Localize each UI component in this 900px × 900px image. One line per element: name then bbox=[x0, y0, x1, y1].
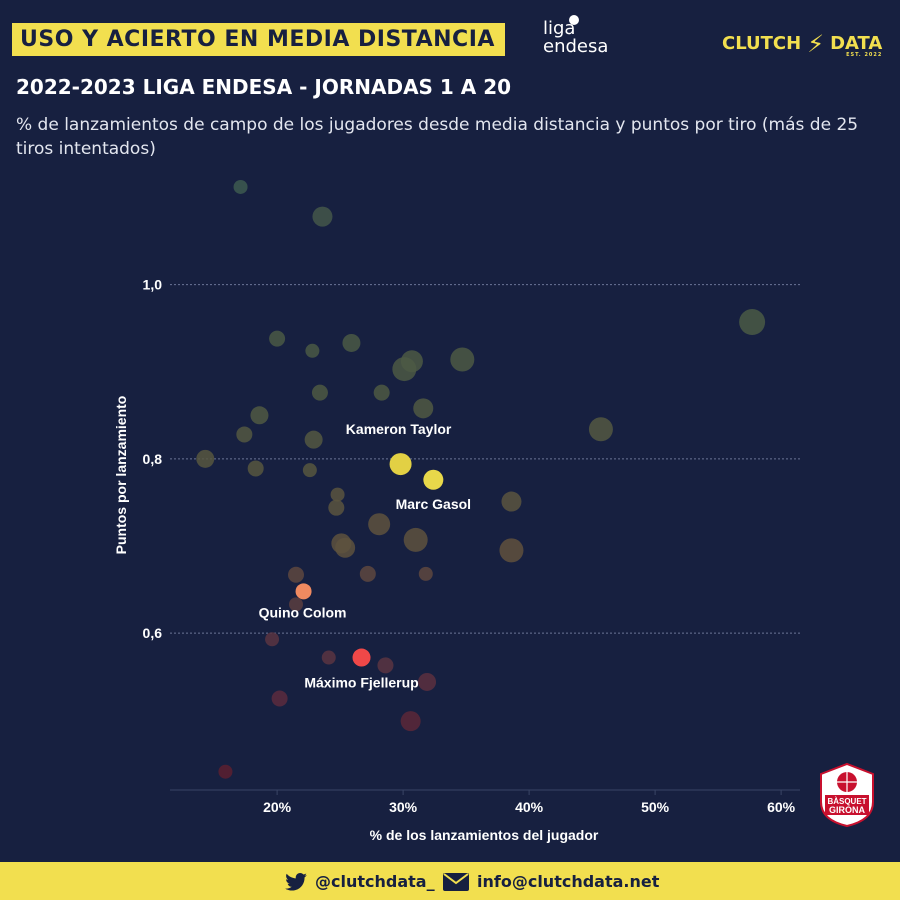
x-tick-label: 40% bbox=[515, 799, 544, 815]
scatter-point bbox=[311, 384, 328, 401]
scatter-point bbox=[450, 347, 475, 372]
basquet-girona-badge: BÀSQUET GIRONA bbox=[820, 762, 874, 828]
scatter-point bbox=[304, 430, 323, 449]
scatter-point bbox=[321, 650, 336, 665]
grid-layer bbox=[170, 284, 800, 634]
scatter-point bbox=[501, 491, 522, 512]
scatter-point bbox=[305, 343, 320, 358]
scatter-point bbox=[288, 566, 304, 583]
highlight-point bbox=[295, 583, 312, 600]
scatter-point bbox=[312, 206, 333, 227]
scatter-point bbox=[739, 309, 766, 336]
scatter-point bbox=[233, 179, 248, 194]
scatter-point bbox=[247, 460, 264, 477]
scatter-point bbox=[359, 565, 376, 582]
scatter-point bbox=[418, 566, 433, 581]
scatter-point bbox=[403, 527, 428, 552]
brand-est: EST. 2022 bbox=[846, 52, 883, 58]
scatter-point bbox=[269, 330, 286, 347]
scatter-point bbox=[342, 333, 361, 352]
scatter-point bbox=[373, 384, 390, 401]
scatter-point bbox=[413, 398, 434, 419]
scatter-point bbox=[265, 632, 280, 647]
badge-line1: BÀSQUET bbox=[827, 797, 866, 806]
point-label: Máximo Fjellerup bbox=[304, 675, 418, 691]
highlight-point bbox=[389, 453, 412, 476]
point-label: Quino Colom bbox=[259, 604, 347, 620]
scatter-point bbox=[335, 537, 356, 558]
point-label: Kameron Taylor bbox=[346, 421, 452, 437]
scatter-point bbox=[250, 406, 269, 425]
label-layer: Kameron Taylor Marc Gasol Quino Colom Máxim… bbox=[259, 421, 471, 690]
x-tick-label: 30% bbox=[389, 799, 418, 815]
y-tick-label: 0,6 bbox=[143, 625, 163, 641]
scatter-point bbox=[377, 657, 394, 674]
email-address: info@clutchdata.net bbox=[477, 872, 660, 891]
footer-bar: @clutchdata_ info@clutchdata.net bbox=[0, 862, 900, 900]
scatter-point bbox=[328, 499, 345, 516]
highlight-point bbox=[352, 648, 371, 667]
brand-left: CLUTCH bbox=[722, 33, 802, 54]
tick-layer: 0,6 0,8 1,0 20% 30% 40% 50% 60% bbox=[143, 277, 796, 815]
chart-title: USO Y ACIERTO EN MEDIA DISTANCIA bbox=[12, 23, 505, 56]
scatter-point bbox=[271, 690, 288, 707]
y-tick-label: 0,8 bbox=[143, 451, 163, 467]
clutch-data-logo: CLUTCH ⚡ DATA EST. 2022 bbox=[722, 30, 882, 58]
scatter-point bbox=[218, 764, 233, 779]
logo-dot-icon bbox=[569, 15, 579, 25]
x-tick-label: 60% bbox=[767, 799, 796, 815]
y-tick-label: 1,0 bbox=[143, 277, 163, 293]
brand-right: DATA bbox=[830, 33, 883, 54]
scatter-point bbox=[330, 487, 345, 502]
chart-description: % de lanzamientos de campo de los jugado… bbox=[16, 115, 859, 159]
scatter-point bbox=[418, 672, 437, 691]
x-tick-label: 50% bbox=[641, 799, 670, 815]
point-label: Marc Gasol bbox=[396, 496, 471, 512]
scatter-point bbox=[392, 357, 417, 382]
scatter-point bbox=[588, 417, 613, 442]
badge-line2: GIRONA bbox=[829, 805, 866, 815]
liga-endesa-logo: liga endesa bbox=[543, 15, 609, 57]
highlight-point bbox=[423, 469, 444, 490]
scatter-point bbox=[236, 426, 253, 443]
scatter-point bbox=[499, 538, 524, 563]
x-tick-label: 20% bbox=[263, 799, 292, 815]
scatter-point bbox=[289, 597, 303, 612]
chart-subtitle: 2022-2023 LIGA ENDESA - JORNADAS 1 A 20 bbox=[16, 75, 512, 99]
twitter-link[interactable]: @clutchdata_ bbox=[285, 872, 435, 891]
lightning-bolt-icon: ⚡ bbox=[807, 30, 825, 58]
mail-icon bbox=[443, 873, 469, 891]
twitter-handle: @clutchdata_ bbox=[315, 872, 435, 891]
y-axis-label: Puntos por lanzamiento bbox=[113, 396, 129, 555]
scatter-point bbox=[368, 513, 391, 536]
liga-logo-line1: liga bbox=[543, 18, 576, 39]
scatter-point bbox=[400, 711, 421, 732]
point-layer bbox=[196, 179, 766, 779]
scatter-point bbox=[196, 449, 215, 468]
twitter-icon bbox=[285, 873, 307, 891]
x-axis-label: % de los lanzamientos del jugador bbox=[370, 827, 599, 843]
scatter-point bbox=[302, 463, 317, 478]
liga-logo-line2: endesa bbox=[543, 36, 609, 57]
email-link[interactable]: info@clutchdata.net bbox=[443, 872, 659, 891]
